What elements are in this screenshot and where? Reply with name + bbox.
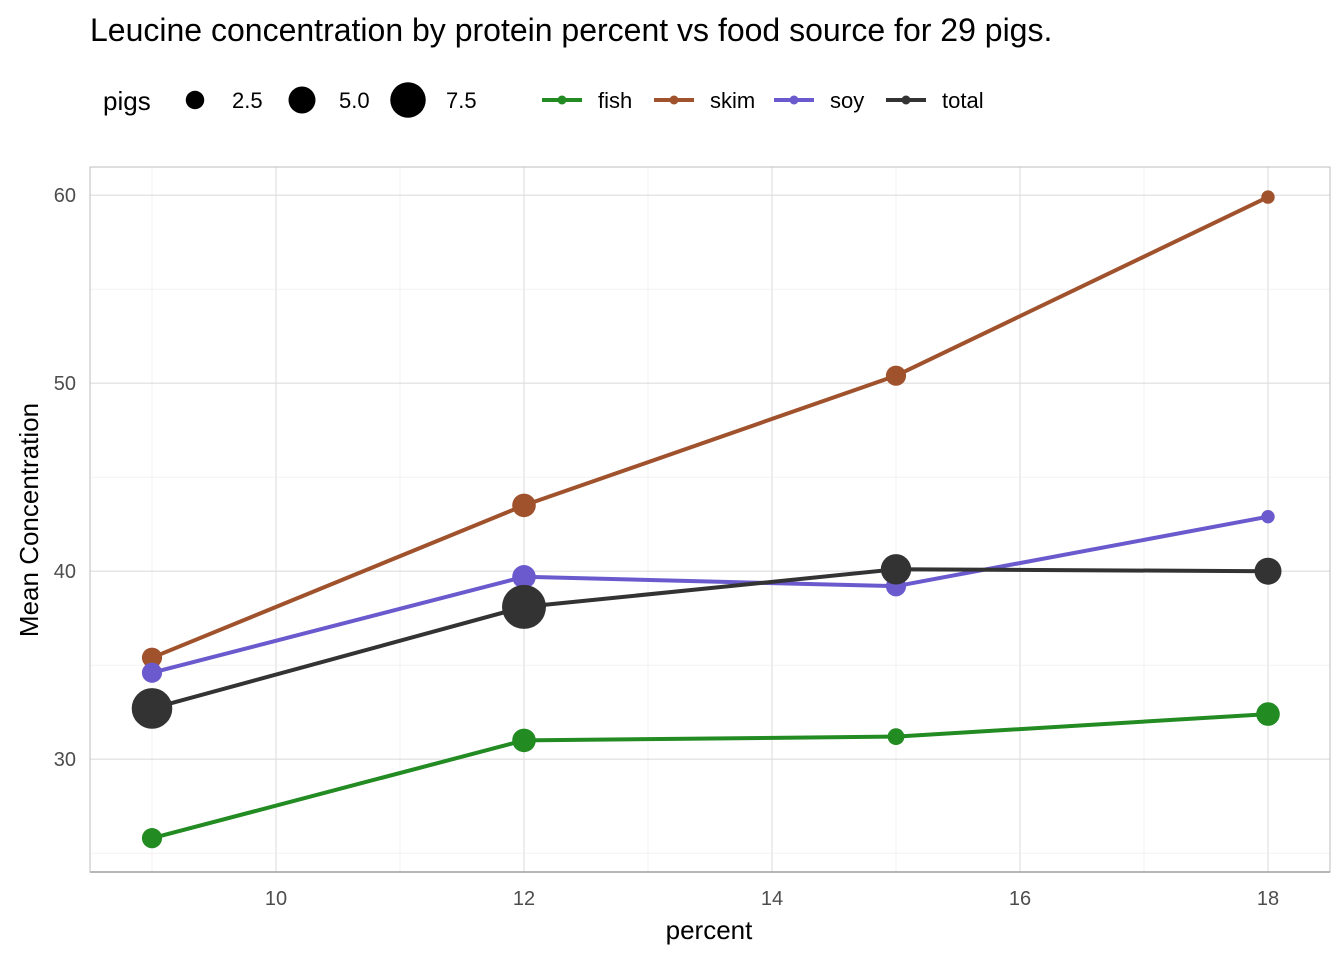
color-legend-label: fish bbox=[598, 88, 632, 113]
data-point-fish bbox=[141, 828, 163, 849]
series-line-skim bbox=[150, 195, 1270, 660]
data-point-fish bbox=[887, 728, 905, 746]
series-line-fish bbox=[150, 712, 1270, 841]
x-tick-label: 14 bbox=[761, 888, 783, 910]
size-legend-key bbox=[390, 82, 426, 118]
data-point-fish bbox=[512, 728, 536, 753]
y-tick-label: 40 bbox=[54, 561, 76, 583]
size-legend-key bbox=[288, 86, 316, 114]
series-total bbox=[131, 554, 1282, 729]
legend: pigs 2.5 5.0 7.5 fish skim soy total bbox=[103, 82, 984, 118]
data-point-soy bbox=[512, 565, 536, 589]
y-axis-title: Mean Concentration bbox=[14, 403, 44, 637]
y-tick-label: 60 bbox=[54, 185, 76, 207]
size-legend-key bbox=[185, 90, 205, 110]
data-point-total bbox=[502, 584, 546, 629]
color-legend-key-dot bbox=[901, 95, 911, 105]
x-tick-label: 10 bbox=[265, 888, 287, 910]
plot-area: 10 12 14 16 18 30 40 50 60 bbox=[54, 166, 1331, 910]
x-axis-title: percent bbox=[666, 915, 753, 945]
color-legend-label: total bbox=[942, 88, 984, 113]
data-point-skim bbox=[885, 365, 907, 386]
x-tick-label: 18 bbox=[1257, 888, 1279, 910]
color-legend-label: skim bbox=[710, 88, 755, 113]
y-tick-label: 50 bbox=[54, 373, 76, 395]
x-tick-label: 16 bbox=[1009, 888, 1031, 910]
color-legend: fish skim soy total bbox=[542, 88, 984, 113]
y-tick-label: 30 bbox=[54, 749, 76, 771]
size-legend-title: pigs bbox=[103, 86, 151, 116]
data-point-total bbox=[131, 688, 173, 729]
data-point-skim bbox=[1261, 190, 1275, 204]
series-line-soy bbox=[150, 514, 1270, 675]
series-skim bbox=[141, 190, 1275, 668]
color-legend-key-dot bbox=[789, 95, 799, 105]
data-point-soy bbox=[141, 662, 163, 683]
data-point-soy bbox=[1261, 509, 1275, 524]
size-legend-label: 2.5 bbox=[232, 88, 263, 113]
data-point-skim bbox=[141, 647, 163, 668]
chart-title: Leucine concentration by protein percent… bbox=[90, 12, 1052, 48]
data-point-skim bbox=[512, 493, 536, 518]
data-point-fish bbox=[1256, 702, 1280, 726]
series-fish bbox=[141, 702, 1280, 849]
grid bbox=[90, 167, 1330, 872]
size-legend: 2.5 5.0 7.5 bbox=[185, 82, 477, 118]
axes: 10 12 14 16 18 30 40 50 60 bbox=[54, 166, 1331, 910]
x-tick-label: 12 bbox=[513, 888, 535, 910]
series-line-total bbox=[150, 567, 1270, 711]
color-legend-key-dot bbox=[557, 95, 567, 105]
series-soy bbox=[141, 509, 1275, 683]
color-legend-label: soy bbox=[830, 88, 864, 113]
color-legend-key-dot bbox=[669, 95, 679, 105]
data-point-total bbox=[1254, 557, 1282, 585]
series-group bbox=[131, 190, 1282, 849]
size-legend-label: 7.5 bbox=[446, 88, 477, 113]
size-legend-label: 5.0 bbox=[339, 88, 370, 113]
data-point-total bbox=[880, 554, 912, 585]
